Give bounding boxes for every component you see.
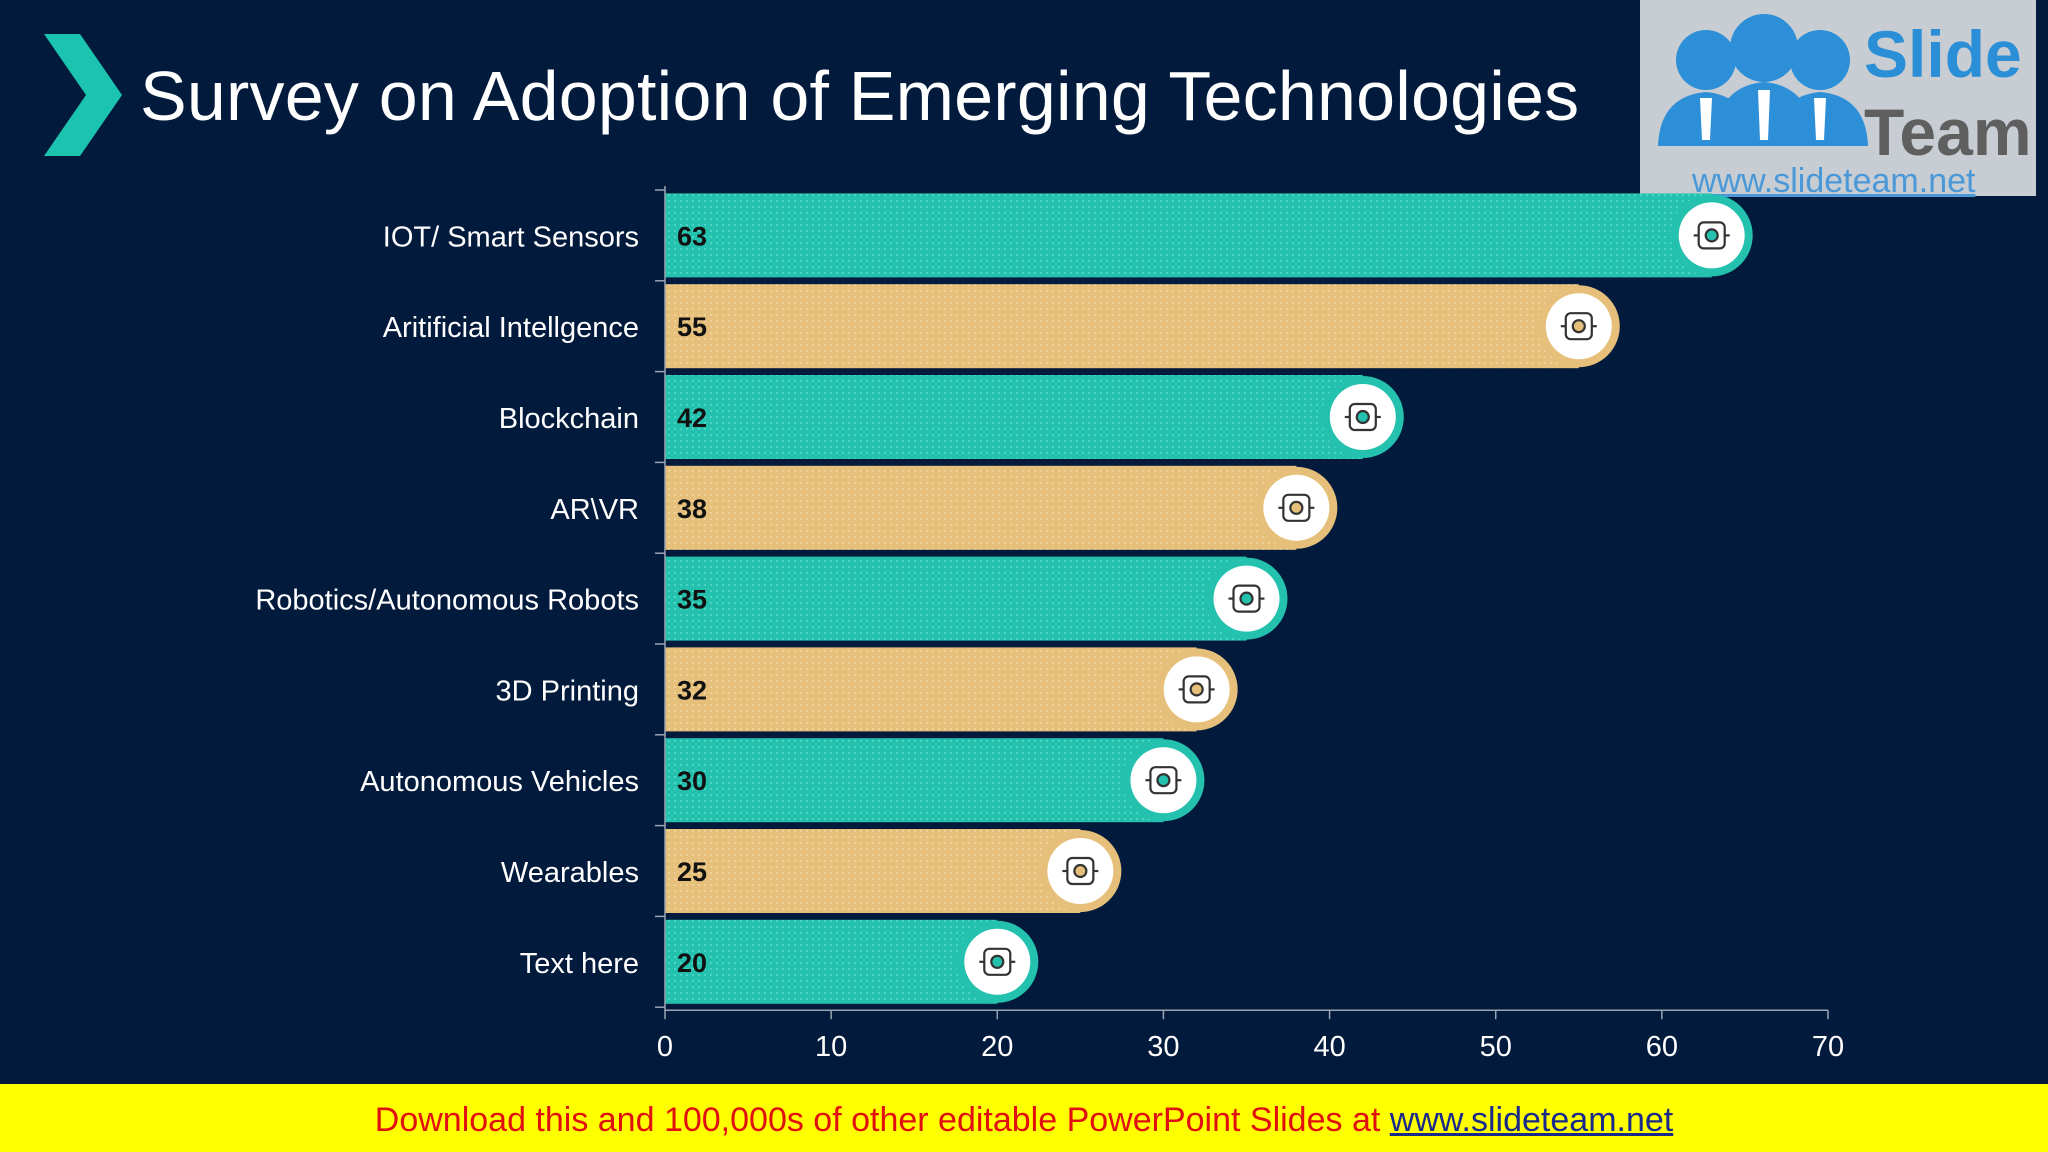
category-label: Text here	[520, 948, 639, 980]
footer-banner: Download this and 100,000s of other edit…	[0, 1084, 2048, 1152]
brand-logo[interactable]: Slide Team www.slideteam.net	[1640, 0, 2036, 200]
x-tick-label: 60	[1646, 1031, 1678, 1063]
glyph-center	[1571, 319, 1586, 334]
data-label: 55	[677, 312, 707, 342]
3d-printer-icon	[1155, 648, 1238, 731]
glyph-center	[1073, 863, 1088, 879]
data-label: 63	[677, 221, 707, 251]
icon-glyph	[1178, 675, 1215, 704]
network-cloud-icon	[1670, 194, 1753, 277]
blockchain-lock-icon	[1321, 376, 1404, 458]
glyph-center	[1239, 591, 1254, 606]
glyph-center	[1355, 409, 1370, 425]
category-label: 3D Printing	[496, 675, 639, 707]
x-tick-label: 40	[1313, 1031, 1345, 1063]
three-people-logo-icon	[1658, 14, 1868, 146]
data-label: 30	[677, 766, 707, 796]
brand-name-team: Team	[1864, 95, 2032, 169]
bar	[665, 647, 1197, 732]
bar	[665, 465, 1297, 550]
data-label: 32	[677, 675, 707, 705]
data-label: 42	[677, 403, 707, 433]
x-tick-label: 50	[1480, 1031, 1512, 1063]
brain-circuit-icon	[1537, 285, 1620, 368]
data-label: 35	[677, 585, 707, 615]
category-label: Wearables	[501, 857, 639, 889]
glyph-center	[1189, 682, 1204, 697]
vr-headset-icon	[1255, 466, 1338, 549]
data-label: 25	[677, 857, 707, 887]
footer-text: Download this and 100,000s of other edit…	[0, 1101, 2048, 1140]
icon-glyph	[1145, 766, 1182, 795]
chevron-icon	[44, 34, 122, 156]
category-label: Autonomous Vehicles	[360, 766, 639, 798]
data-label: 38	[677, 494, 707, 524]
glyph-center	[1156, 773, 1171, 788]
footer-link[interactable]: www.slideteam.net	[1389, 1101, 1674, 1139]
bar	[665, 284, 1579, 369]
icon-glyph	[1344, 402, 1381, 432]
data-label: 20	[677, 948, 707, 978]
icon-glyph	[1228, 584, 1265, 613]
glyph-center	[990, 954, 1005, 969]
category-label: AR\VR	[550, 494, 639, 526]
x-tick-label: 20	[981, 1031, 1013, 1063]
brand-name-slide: Slide	[1864, 17, 2022, 91]
bar	[665, 556, 1247, 641]
category-label: Aritificial Intellgence	[383, 312, 639, 344]
bar	[665, 193, 1712, 278]
lightbulb-icon	[956, 920, 1039, 1003]
x-tick-label: 30	[1147, 1031, 1179, 1063]
footer-message: Download this and 100,000s of other edit…	[374, 1101, 1390, 1139]
category-label: IOT/ Smart Sensors	[383, 221, 639, 253]
bar	[665, 919, 998, 1004]
autonomous-car-icon	[1122, 739, 1205, 822]
glyph-center	[1704, 228, 1719, 243]
bar	[665, 375, 1363, 459]
icon-glyph	[1062, 856, 1099, 886]
x-tick-label: 70	[1812, 1031, 1844, 1063]
brand-url-link[interactable]: www.slideteam.net	[1692, 162, 1976, 200]
bar	[665, 738, 1164, 823]
x-tick-label: 10	[815, 1031, 847, 1063]
icon-glyph	[1560, 312, 1597, 341]
page-title: Survey on Adoption of Emerging Technolog…	[140, 57, 1580, 135]
adoption-bar-chart: IOT/ Smart Sensors 63 Aritificial Intellge…	[255, 186, 1844, 1063]
category-label: Robotics/Autonomous Robots	[255, 585, 639, 617]
smart-glove-icon	[1039, 830, 1122, 912]
x-tick-label: 0	[657, 1031, 673, 1063]
category-label: Blockchain	[499, 403, 639, 435]
icon-glyph	[1693, 221, 1730, 250]
bar	[665, 829, 1081, 913]
glyph-center	[1289, 500, 1304, 515]
icon-glyph	[1278, 493, 1315, 522]
robot-icon	[1205, 557, 1288, 640]
icon-glyph	[979, 947, 1016, 976]
